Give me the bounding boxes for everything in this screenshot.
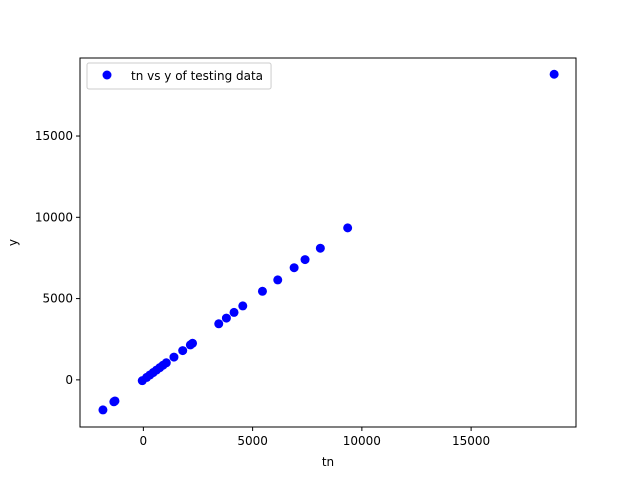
data-point-22: [300, 255, 310, 265]
x-tick-label-2: 10000: [343, 434, 381, 448]
x-tick-label-0: 0: [140, 434, 148, 448]
y-tick-label-3: 15000: [35, 129, 73, 143]
x-tick-label-3: 15000: [452, 434, 490, 448]
data-point-0: [98, 405, 108, 415]
y-axis-label: y: [6, 239, 20, 246]
plot-area-frame: [79, 57, 577, 428]
data-point-14: [188, 338, 198, 348]
data-point-10: [161, 358, 171, 368]
data-point-24: [343, 223, 353, 233]
data-point-17: [229, 307, 239, 317]
data-point-25: [549, 69, 559, 79]
data-points: [98, 69, 559, 415]
y-tick-label-1: 5000: [42, 292, 73, 306]
data-point-12: [178, 346, 188, 356]
data-point-18: [238, 301, 248, 311]
y-tick-label-0: 0: [65, 373, 73, 387]
data-point-21: [289, 263, 299, 273]
legend: tn vs y of testing data: [86, 62, 272, 90]
x-axis-label: tn: [322, 455, 334, 469]
data-point-23: [315, 243, 325, 253]
data-point-15: [214, 319, 224, 329]
axis-ticks: 0 5000 10000 15000 0 5000 10000 15000: [35, 129, 490, 448]
data-point-11: [169, 352, 179, 362]
legend-box: [86, 62, 272, 90]
data-point-16: [221, 313, 231, 323]
data-point-2: [110, 396, 120, 406]
legend-label: tn vs y of testing data: [131, 69, 263, 83]
data-point-20: [273, 275, 283, 285]
data-point-19: [257, 286, 267, 296]
legend-marker: [102, 70, 112, 80]
y-tick-label-2: 10000: [35, 210, 73, 224]
x-tick-label-1: 5000: [237, 434, 268, 448]
